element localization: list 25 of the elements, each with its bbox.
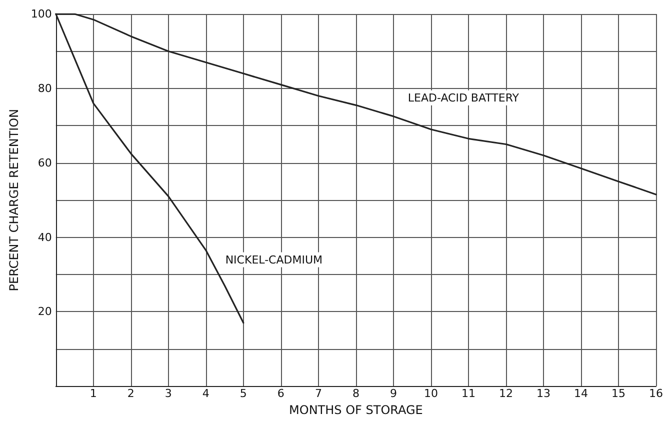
y-tick-label: 80	[38, 82, 52, 95]
x-tick-label: 13	[536, 387, 550, 400]
y-axis-title: PERCENT CHARGE RETENTION	[7, 108, 21, 292]
x-tick-label: 1	[90, 387, 97, 400]
x-tick-label: 7	[314, 387, 322, 400]
x-tick-label: 15	[611, 387, 626, 400]
x-tick-label: 14	[574, 387, 588, 400]
x-tick-label: 5	[240, 387, 247, 400]
y-tick-label: 100	[30, 8, 52, 20]
series-label: NICKEL-CADMIUM	[225, 253, 323, 266]
x-tick-label: 2	[127, 387, 134, 400]
y-tick-label: 40	[38, 230, 52, 244]
x-tick-label: 4	[202, 387, 210, 400]
y-tick-label: 60	[38, 156, 52, 170]
x-tick-label: 11	[461, 387, 476, 400]
x-tick-label: 12	[498, 387, 513, 400]
y-tick-label: 20	[38, 305, 52, 318]
x-tick-label: 16	[649, 387, 663, 400]
x-tick-label: 10	[424, 387, 438, 400]
x-tick-label: 3	[164, 387, 172, 400]
x-axis-title: MONTHS OF STORAGE	[289, 403, 423, 417]
x-tick-label: 8	[352, 387, 360, 400]
x-tick-label: 6	[277, 387, 284, 400]
x-tick-label: 9	[390, 387, 397, 400]
series-label: LEAD-ACID BATTERY	[408, 91, 520, 104]
